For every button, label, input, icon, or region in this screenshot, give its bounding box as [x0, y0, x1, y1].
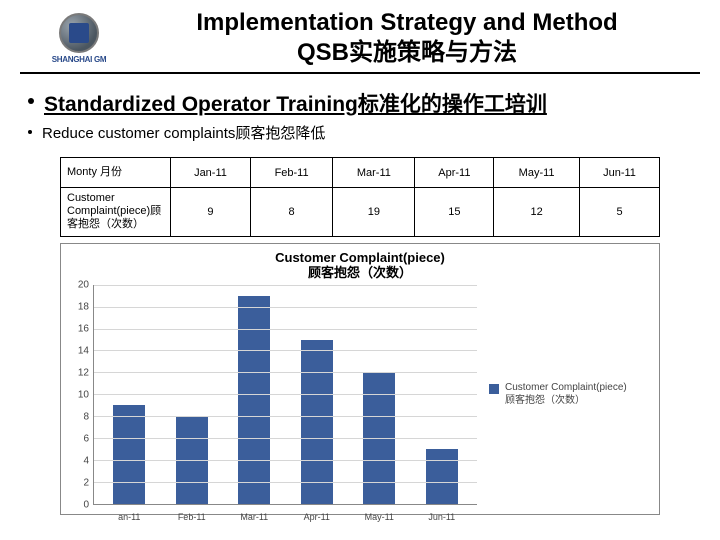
table-cell: Jan-11: [171, 158, 251, 188]
legend-label: Customer Complaint(piece) 顾客抱怨（次数）: [505, 382, 627, 407]
table-cell: 19: [333, 188, 415, 237]
bullet-item-2: Reduce customer complaints顾客抱怨降低: [28, 122, 692, 143]
grid-line: [94, 329, 477, 330]
table-cell: 12: [494, 188, 580, 237]
slide-title: Implementation Strategy and Method QSB实施…: [132, 8, 682, 68]
grid-line: [94, 350, 477, 351]
y-axis: 02468101214161820: [69, 285, 93, 505]
chart-title-line-2: 顾客抱怨（次数）: [69, 265, 651, 281]
y-tick-label: 12: [78, 367, 89, 378]
table-cell: Jun-11: [580, 158, 660, 188]
logo-badge-icon: [59, 13, 99, 53]
y-tick-label: 0: [83, 499, 89, 510]
y-tick-label: 6: [83, 433, 89, 444]
table-cell: Apr-11: [415, 158, 494, 188]
plot-area: an-11Feb-11Mar-11Apr-11May-11Jun-11: [93, 285, 477, 505]
chart-body: 02468101214161820 an-11Feb-11Mar-11Apr-1…: [69, 285, 651, 505]
chart-container: Customer Complaint(piece) 顾客抱怨（次数） 0 2 4 6 8…: [60, 243, 660, 515]
data-table: Monty 月份 Jan-11 Feb-11 Mar-11 Apr-11 May…: [60, 157, 660, 237]
x-tick-label: Feb-11: [176, 512, 208, 522]
table-cell: 15: [415, 188, 494, 237]
table-row: Customer Complaint(piece)顾客抱怨（次数） 9 8 19…: [61, 188, 660, 237]
grid-line: [94, 307, 477, 308]
y-tick-label: 8: [83, 411, 89, 422]
y-tick-label: 10: [78, 389, 89, 400]
y-tick-label: 16: [78, 323, 89, 334]
bullet-dot-icon: [28, 98, 34, 104]
legend-label-line-2: 顾客抱怨（次数）: [505, 395, 627, 408]
plot-column: 02468101214161820 an-11Feb-11Mar-11Apr-1…: [69, 285, 477, 505]
x-tick-label: Mar-11: [238, 512, 270, 522]
title-line-2: QSB实施策略与方法: [132, 38, 682, 68]
legend-item: Customer Complaint(piece) 顾客抱怨（次数）: [489, 382, 627, 407]
table-cell: May-11: [494, 158, 580, 188]
table-cell: Feb-11: [250, 158, 332, 188]
logo-text: SHANGHAI GM: [52, 55, 106, 64]
x-axis-labels: an-11 Feb-11 Mar-11 Apr-11 May-11 Jun-11: [94, 512, 477, 522]
table-rowhead: Monty 月份: [61, 158, 171, 188]
grid-line: [94, 285, 477, 286]
grid-line: [94, 394, 477, 395]
chart-title: Customer Complaint(piece) 顾客抱怨（次数）: [69, 250, 651, 281]
grid-line: [94, 438, 477, 439]
legend: Customer Complaint(piece) 顾客抱怨（次数）: [477, 285, 651, 505]
grid-line: [94, 372, 477, 373]
bullet-text-1: Standardized Operator Training标准化的操作工培训: [44, 88, 547, 118]
bar: [301, 340, 333, 504]
data-table-wrap: Monty 月份 Jan-11 Feb-11 Mar-11 Apr-11 May…: [60, 157, 660, 237]
bar: [238, 296, 270, 504]
table-cell: 5: [580, 188, 660, 237]
legend-label-line-1: Customer Complaint(piece): [505, 382, 627, 395]
table-cell: Mar-11: [333, 158, 415, 188]
bullet-dot-icon: [28, 130, 32, 134]
table-cell: 8: [250, 188, 332, 237]
y-tick-label: 2: [83, 477, 89, 488]
table-rowhead: Customer Complaint(piece)顾客抱怨（次数）: [61, 188, 171, 237]
bullet-text-2: Reduce customer complaints顾客抱怨降低: [42, 122, 325, 143]
title-line-1: Implementation Strategy and Method: [132, 8, 682, 38]
bar: [113, 405, 145, 504]
company-logo: SHANGHAI GM: [38, 13, 120, 64]
bar: [426, 449, 458, 504]
table-cell: 9: [171, 188, 251, 237]
bullet-list: Standardized Operator Training标准化的操作工培训 …: [0, 82, 720, 151]
y-tick-label: 18: [78, 301, 89, 312]
legend-swatch-icon: [489, 384, 499, 394]
y-tick-label: 4: [83, 455, 89, 466]
x-tick-label: May-11: [363, 512, 395, 522]
y-tick-label: 14: [78, 345, 89, 356]
x-tick-label: Apr-11: [301, 512, 333, 522]
slide-header: SHANGHAI GM Implementation Strategy and …: [20, 0, 700, 74]
y-tick-label: 20: [78, 279, 89, 290]
bullet-item-1: Standardized Operator Training标准化的操作工培训: [28, 88, 692, 118]
x-tick-label: Jun-11: [426, 512, 458, 522]
table-row: Monty 月份 Jan-11 Feb-11 Mar-11 Apr-11 May…: [61, 158, 660, 188]
grid-line: [94, 482, 477, 483]
x-tick-label: an-11: [113, 512, 145, 522]
grid-line: [94, 460, 477, 461]
chart-title-line-1: Customer Complaint(piece): [69, 250, 651, 266]
grid-line: [94, 416, 477, 417]
